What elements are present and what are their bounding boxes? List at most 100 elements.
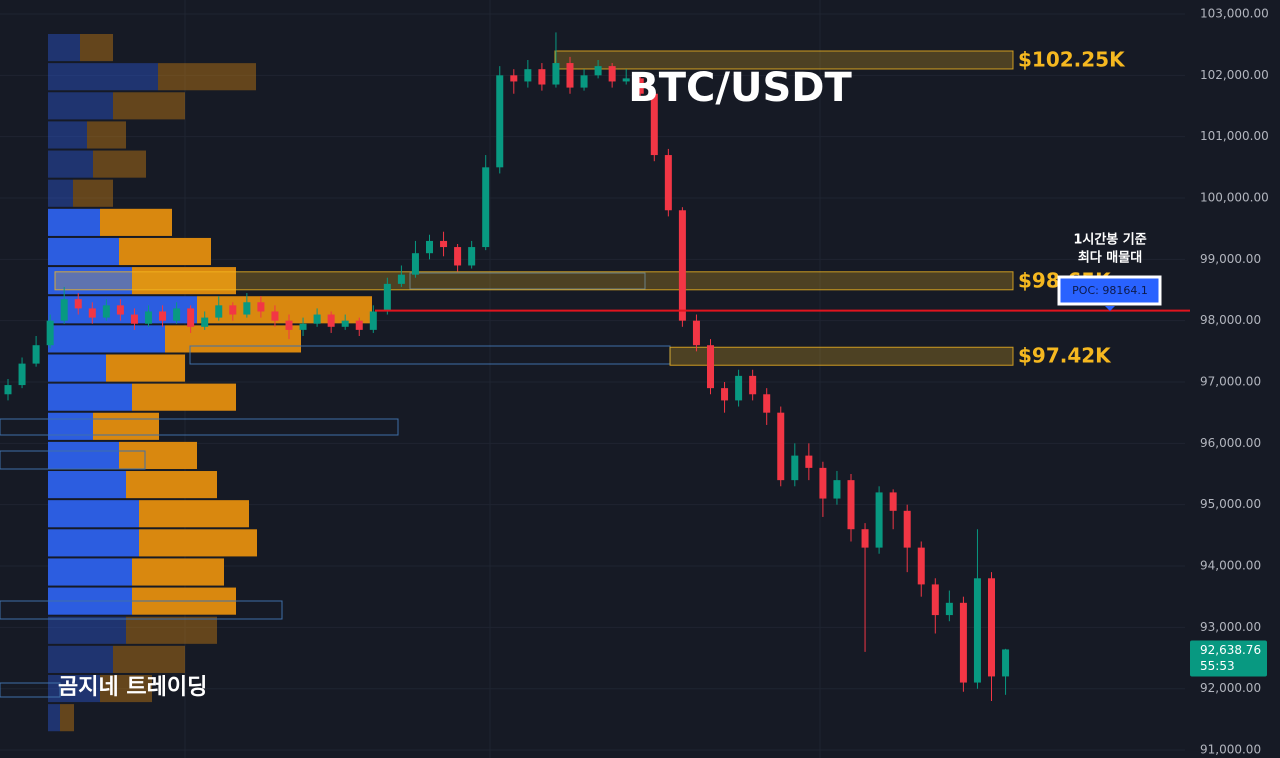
candle-body bbox=[383, 283, 391, 312]
candle-body bbox=[116, 305, 124, 315]
candle-body bbox=[931, 584, 939, 616]
candle-body bbox=[369, 311, 377, 330]
candle-body bbox=[763, 394, 771, 413]
candle-body bbox=[777, 412, 785, 481]
sell-volume bbox=[100, 208, 172, 236]
sell-volume bbox=[126, 616, 217, 644]
buy-volume bbox=[48, 645, 113, 673]
y-tick-label: 102,000.00 bbox=[1200, 68, 1269, 82]
annotation: 1시간봉 기준 bbox=[1073, 232, 1146, 248]
watermark: 곰지네 트레이딩 bbox=[58, 675, 207, 700]
y-tick-label: 95,000.00 bbox=[1200, 497, 1261, 511]
candle-body bbox=[496, 75, 504, 168]
candle-body bbox=[847, 480, 855, 530]
candle-body bbox=[889, 492, 897, 511]
buy-volume bbox=[48, 354, 106, 382]
y-tick-label: 101,000.00 bbox=[1200, 129, 1269, 143]
sell-volume bbox=[93, 150, 146, 178]
candle-body bbox=[187, 308, 195, 327]
candle-body bbox=[524, 69, 532, 82]
candle-body bbox=[215, 305, 223, 318]
buy-volume bbox=[48, 441, 119, 470]
countdown: 55:53 bbox=[1200, 659, 1235, 673]
sell-volume bbox=[158, 63, 256, 91]
y-axis: 91,000.00 92,000.00 93,000.00 94,000.00 95,0… bbox=[1200, 6, 1269, 756]
candle-body bbox=[538, 69, 546, 85]
candle-body bbox=[482, 167, 490, 248]
candle-body bbox=[861, 529, 869, 548]
candles bbox=[4, 32, 1010, 701]
sell-volume bbox=[100, 674, 152, 703]
candle-body bbox=[622, 78, 630, 82]
candle-body bbox=[454, 247, 462, 266]
level-box bbox=[669, 346, 1014, 366]
candle-body bbox=[707, 345, 714, 389]
poc-box bbox=[1057, 275, 1162, 306]
candle-body bbox=[411, 253, 419, 275]
candle-body bbox=[271, 311, 279, 321]
sell-volume bbox=[113, 645, 185, 673]
sell-volume bbox=[93, 412, 159, 440]
candle-body bbox=[397, 274, 405, 284]
candle-body bbox=[594, 66, 602, 76]
sell-volume bbox=[132, 558, 224, 586]
candle-body bbox=[74, 299, 82, 309]
zone-box bbox=[0, 450, 146, 470]
level-box bbox=[54, 271, 1014, 291]
candle-body bbox=[4, 385, 12, 395]
candle-body bbox=[468, 247, 476, 266]
candle-body bbox=[917, 547, 925, 585]
zone-box bbox=[0, 682, 61, 698]
candle-body bbox=[159, 311, 167, 321]
candle-body bbox=[426, 240, 433, 254]
candle-body bbox=[819, 467, 827, 499]
candle-body bbox=[721, 388, 729, 401]
sell-volume bbox=[119, 237, 211, 266]
candle-body bbox=[791, 455, 799, 481]
y-tick-label: 97,000.00 bbox=[1200, 375, 1261, 389]
candle-body bbox=[201, 317, 209, 327]
sell-volume bbox=[73, 179, 113, 207]
sell-volume bbox=[126, 471, 217, 499]
buy-volume bbox=[48, 529, 139, 557]
candle-body bbox=[580, 75, 588, 88]
buy-volume bbox=[48, 471, 126, 499]
candle-body bbox=[440, 240, 448, 248]
y-tick-label: 91,000.00 bbox=[1200, 743, 1261, 757]
buy-volume bbox=[48, 412, 93, 440]
candle-body bbox=[102, 305, 110, 318]
sell-volume bbox=[60, 704, 74, 732]
y-tick-label: 103,000.00 bbox=[1200, 6, 1269, 20]
candle-body bbox=[510, 75, 518, 82]
buy-volume bbox=[48, 237, 119, 266]
poc-label: POC: 98164.1 bbox=[1072, 284, 1148, 297]
level-label: $97.42K bbox=[1018, 344, 1112, 368]
candle-body bbox=[805, 455, 813, 468]
candle-body bbox=[988, 578, 995, 677]
zone-box bbox=[0, 418, 399, 436]
candle-body bbox=[32, 345, 40, 364]
candle-body bbox=[130, 314, 138, 324]
candle-body bbox=[313, 314, 321, 324]
sell-volume bbox=[139, 500, 249, 528]
candle-body bbox=[88, 308, 96, 318]
sell-volume bbox=[119, 441, 197, 470]
sell-volume bbox=[139, 529, 257, 557]
sell-volume bbox=[106, 354, 185, 382]
candle-body bbox=[973, 578, 981, 683]
buy-volume bbox=[48, 383, 132, 411]
zone-box bbox=[409, 272, 646, 290]
sell-volume bbox=[113, 92, 185, 120]
candle-body bbox=[608, 66, 616, 82]
candle-body bbox=[903, 510, 911, 548]
candle-body bbox=[257, 302, 265, 312]
buy-volume bbox=[48, 674, 100, 703]
candle-body bbox=[173, 308, 181, 321]
candle-body bbox=[875, 492, 883, 548]
candle-body bbox=[341, 320, 349, 327]
chart-title: BTC/USDT bbox=[628, 65, 852, 111]
candle-body bbox=[735, 375, 743, 401]
zone-box bbox=[0, 600, 283, 620]
buy-volume bbox=[48, 325, 165, 353]
